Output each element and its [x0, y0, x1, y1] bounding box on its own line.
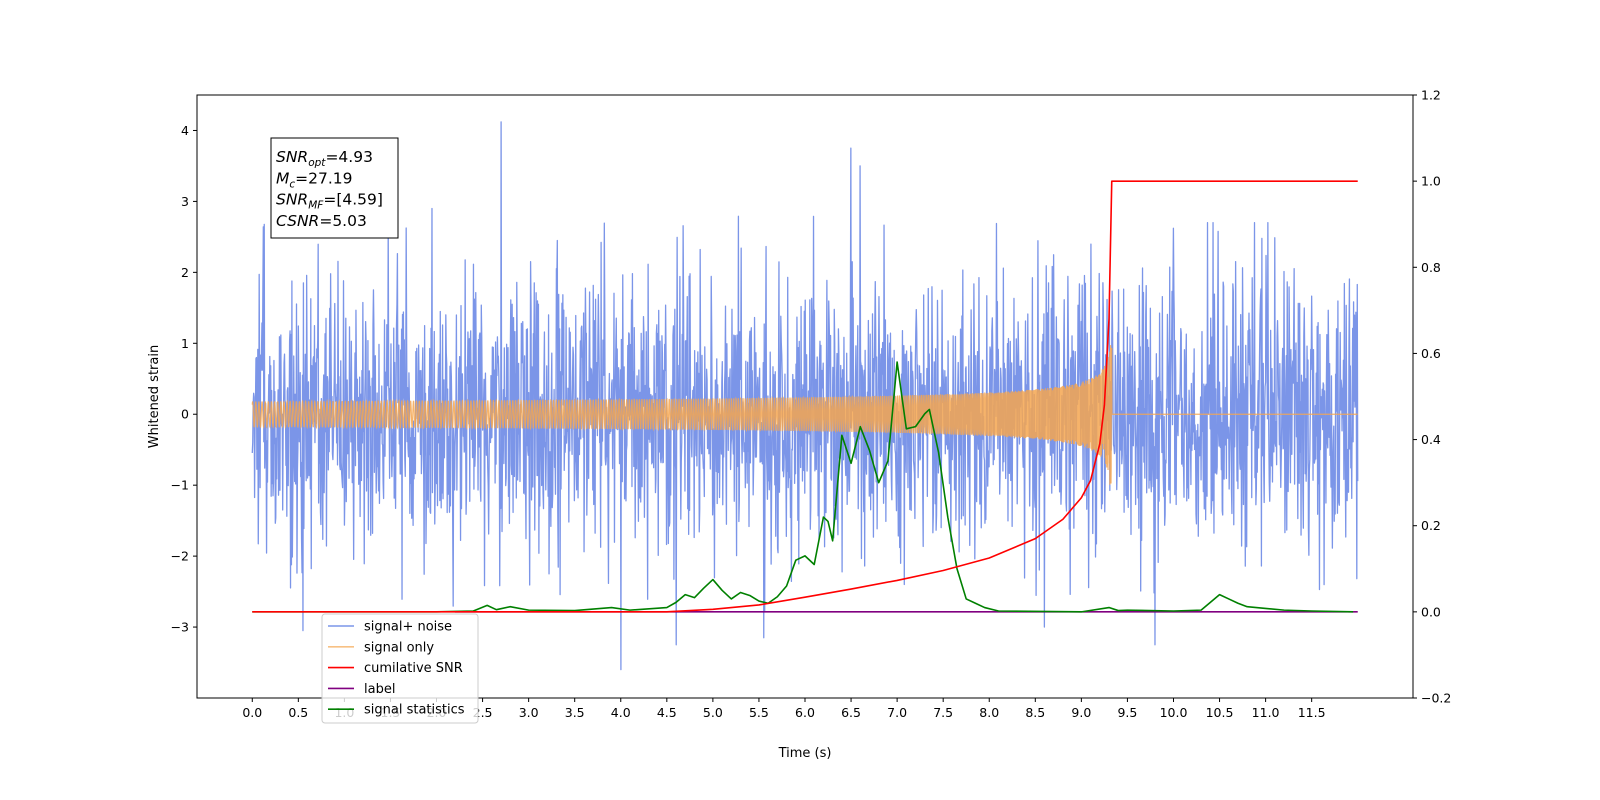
- y-axis-right: −0.2 0.0 0.2 0.4 0.6 0.8 1.0 1.2: [1413, 88, 1451, 706]
- legend-label: signal statistics: [364, 703, 465, 718]
- x-tick-label: 0.5: [288, 705, 308, 720]
- x-axis-label: Time (s): [778, 746, 832, 761]
- series-line-signal-only: [251, 345, 1358, 485]
- y-axis-label: Whitened strain: [147, 345, 162, 448]
- x-tick-label: 9.5: [1117, 705, 1137, 720]
- x-tick-label: 7.5: [933, 705, 953, 720]
- series-signal-noise: [251, 121, 1359, 671]
- y2-tick-label: 0.4: [1421, 432, 1441, 447]
- x-tick-label: 3.0: [519, 705, 539, 720]
- series-signal-only: [251, 345, 1358, 485]
- y-tick-label: 1: [181, 336, 189, 351]
- annotation-line: Mc=27.19: [276, 169, 353, 190]
- y-tick-label: 3: [181, 194, 189, 209]
- x-tick-label: 10.5: [1206, 705, 1234, 720]
- y2-tick-label: 1.2: [1421, 88, 1441, 103]
- x-tick-label: 0.0: [242, 705, 262, 720]
- y2-tick-label: 1.0: [1421, 174, 1441, 189]
- right-axis-series: [252, 180, 1358, 613]
- legend-frame: [321, 613, 479, 724]
- legend-label: label: [364, 682, 395, 697]
- x-tick-label: 4.5: [657, 705, 677, 720]
- annotation-line: SNRMF=[4.59]: [276, 191, 383, 212]
- y-axis-left: −3 −2 −1 0 1 2 3 4: [171, 123, 197, 635]
- x-tick-label: 9.0: [1071, 705, 1091, 720]
- y2-tick-label: 0.8: [1421, 260, 1441, 275]
- legend-label: signal only: [364, 640, 434, 655]
- x-tick-label: 10.0: [1160, 705, 1188, 720]
- series-line-signal-noise: [251, 121, 1359, 671]
- x-tick-label: 8.5: [1025, 705, 1045, 720]
- legend-label: signal+ noise: [364, 620, 452, 635]
- legend-label: cumilative SNR: [364, 661, 463, 676]
- x-tick-label: 6.0: [795, 705, 815, 720]
- x-tick-label: 7.0: [887, 705, 907, 720]
- y-tick-label: 0: [181, 407, 189, 422]
- series-line-signal-statistics: [252, 361, 1354, 613]
- y-tick-label: −2: [171, 549, 189, 564]
- x-tick-label: 11.0: [1252, 705, 1280, 720]
- x-tick-label: 11.5: [1298, 705, 1326, 720]
- y-tick-label: 4: [181, 123, 189, 138]
- x-tick-label: 5.0: [703, 705, 723, 720]
- annotation-frame: [270, 137, 399, 239]
- x-tick-label: 4.0: [611, 705, 631, 720]
- y2-tick-label: 0.6: [1421, 346, 1441, 361]
- y2-tick-label: 0.2: [1421, 518, 1441, 533]
- annotation-line: CSNR=5.03: [276, 212, 367, 230]
- y-tick-label: −1: [171, 478, 189, 493]
- x-tick-label: 8.0: [979, 705, 999, 720]
- x-tick-label: 5.5: [749, 705, 769, 720]
- series-line-cumulative-snr: [252, 180, 1358, 613]
- x-tick-label: 6.5: [841, 705, 861, 720]
- legend: signal+ noise signal only cumilative SNR la…: [321, 613, 479, 724]
- y2-tick-label: −0.2: [1421, 691, 1451, 706]
- y-tick-label: 2: [181, 265, 189, 280]
- annotation-line: SNRopt=4.93: [276, 148, 373, 169]
- y-tick-label: −3: [171, 620, 189, 635]
- x-tick-label: 3.5: [565, 705, 585, 720]
- y2-tick-label: 0.0: [1421, 604, 1441, 619]
